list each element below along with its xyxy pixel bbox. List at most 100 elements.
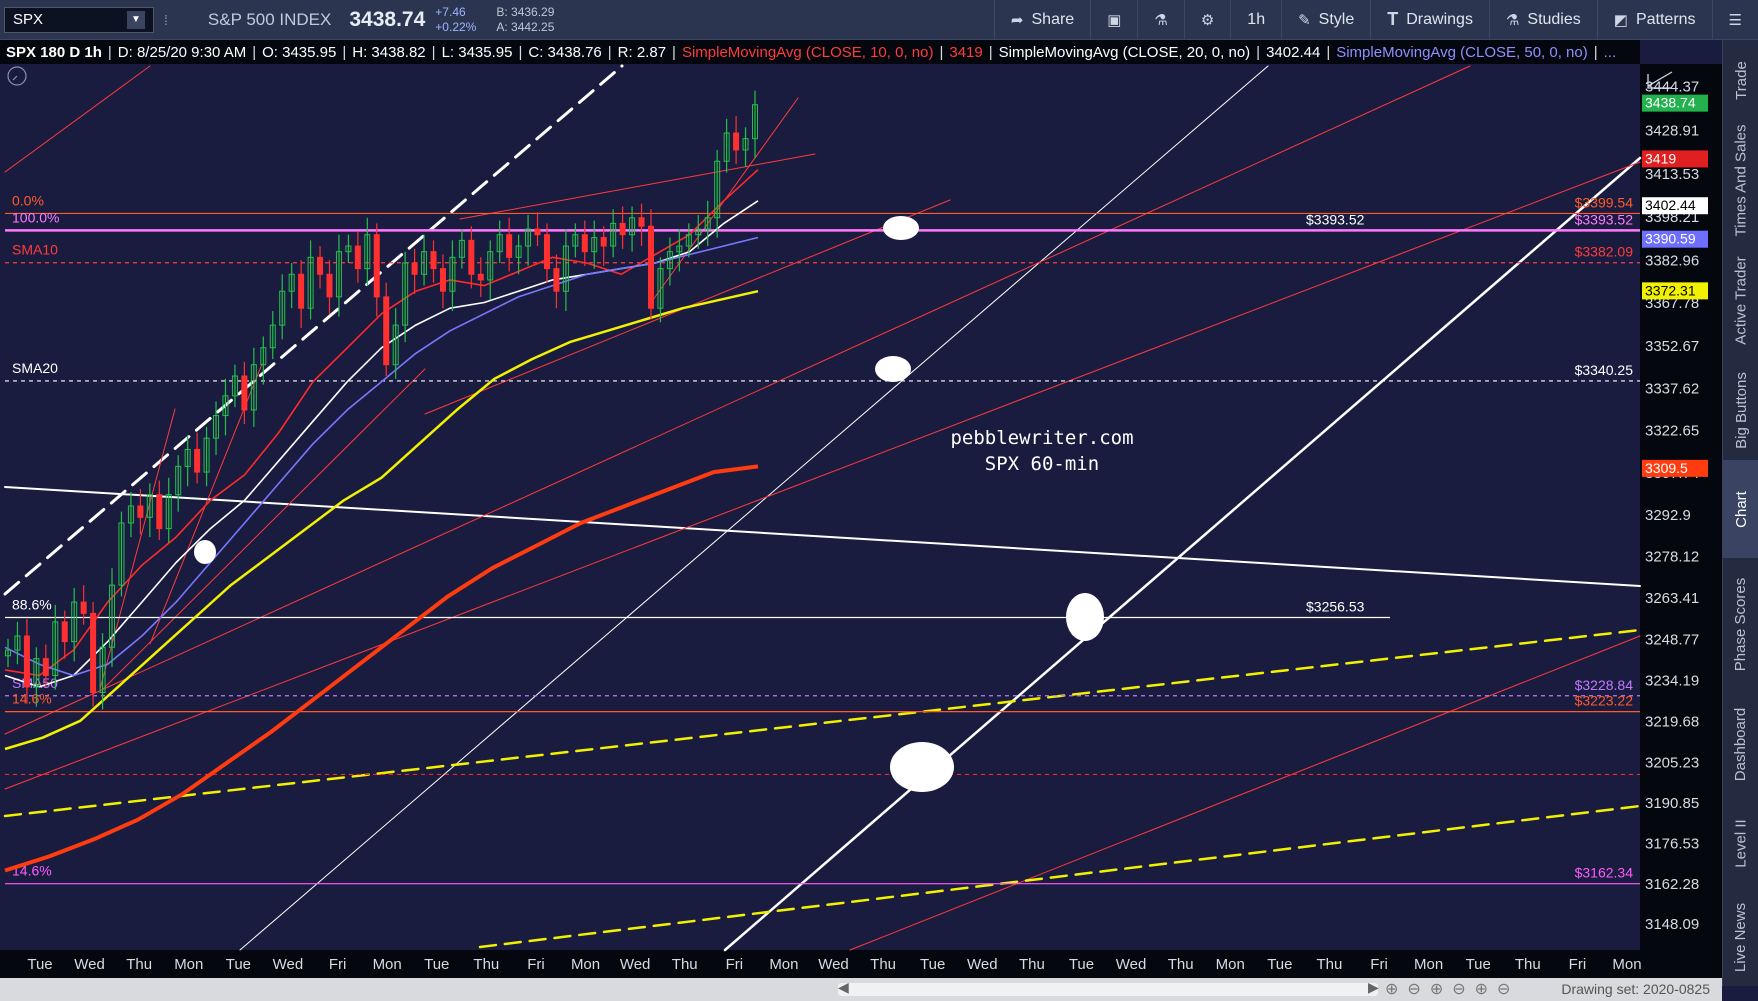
candle-body[interactable] bbox=[269, 324, 276, 349]
side-tab-level-ii[interactable]: Level II bbox=[1723, 798, 1758, 888]
candle-body[interactable] bbox=[619, 222, 626, 236]
candle-body[interactable] bbox=[90, 612, 97, 694]
candle-body[interactable] bbox=[572, 234, 579, 247]
candle-body[interactable] bbox=[685, 234, 692, 247]
candle-body[interactable] bbox=[439, 268, 446, 292]
trendline-red-steep-4[interactable] bbox=[102, 368, 426, 690]
candle-body[interactable] bbox=[194, 448, 201, 473]
sma-line-sma100[interactable] bbox=[4, 289, 759, 751]
candle-body[interactable] bbox=[714, 160, 721, 219]
candle-body[interactable] bbox=[165, 494, 172, 530]
candle-body[interactable] bbox=[477, 273, 484, 281]
candle-body[interactable] bbox=[213, 415, 220, 439]
sma-line-sma10[interactable] bbox=[4, 169, 759, 677]
menu-button[interactable]: ☰ bbox=[1711, 0, 1758, 40]
candle-body[interactable] bbox=[468, 239, 475, 275]
candle-body[interactable] bbox=[421, 251, 428, 275]
candle-body[interactable] bbox=[629, 217, 636, 236]
trendline-yellow-dashed-b[interactable] bbox=[478, 804, 1642, 949]
candle-body[interactable] bbox=[80, 601, 87, 614]
candle-body[interactable] bbox=[534, 228, 541, 236]
candle-body[interactable] bbox=[298, 273, 305, 309]
candle-body[interactable] bbox=[5, 649, 11, 657]
candle-body[interactable] bbox=[515, 245, 522, 258]
sma-line-sma200[interactable] bbox=[4, 464, 759, 873]
candle-body[interactable] bbox=[33, 658, 40, 688]
candle-body[interactable] bbox=[411, 262, 418, 275]
candle-body[interactable] bbox=[742, 138, 749, 151]
study-sma20-label[interactable]: SimpleMovingAvg (CLOSE, 20, 0, no) bbox=[998, 43, 1251, 61]
candle-body[interactable] bbox=[42, 658, 49, 677]
candle-body[interactable] bbox=[600, 237, 607, 247]
candle-body[interactable] bbox=[231, 375, 238, 397]
side-tab-dashboard[interactable]: Dashboard bbox=[1723, 690, 1758, 798]
candle-body[interactable] bbox=[666, 251, 673, 270]
candle-body[interactable] bbox=[250, 364, 257, 411]
candle-body[interactable] bbox=[52, 621, 59, 677]
side-tab-active-trader[interactable]: Active Trader bbox=[1723, 240, 1758, 360]
study-sma50-label[interactable]: SimpleMovingAvg (CLOSE, 50, 0, no) bbox=[1336, 43, 1588, 61]
trendline-red-lower[interactable] bbox=[849, 635, 1641, 951]
scroll-right-icon[interactable]: ▶ bbox=[1368, 979, 1379, 995]
candle-body[interactable] bbox=[591, 237, 598, 253]
candle-body[interactable] bbox=[14, 635, 21, 651]
chevron-down-icon[interactable]: ▼ bbox=[127, 10, 145, 29]
candle-body[interactable] bbox=[638, 217, 645, 227]
candle-body[interactable] bbox=[241, 375, 248, 411]
candle-body[interactable] bbox=[723, 132, 730, 162]
annotation-ellipse-2[interactable] bbox=[875, 356, 911, 382]
zoom-tools[interactable]: ⊕⊖⊕⊖⊕⊖ bbox=[1385, 981, 1520, 998]
candle-body[interactable] bbox=[175, 465, 182, 496]
trendline-white-thick[interactable] bbox=[723, 156, 1642, 952]
candle-body[interactable] bbox=[647, 225, 654, 309]
candle-body[interactable] bbox=[676, 245, 683, 253]
scroll-left-icon[interactable]: ◀ bbox=[838, 979, 849, 995]
trendline-red-wedge-2[interactable] bbox=[459, 153, 816, 220]
candle-body[interactable] bbox=[373, 234, 380, 298]
patterns-button[interactable]: ◩ Patterns bbox=[1596, 0, 1712, 40]
candle-body[interactable] bbox=[392, 324, 399, 366]
clock-icon[interactable] bbox=[7, 66, 27, 86]
style-button[interactable]: ✎ Style bbox=[1281, 0, 1370, 40]
trendline-red-channel-b[interactable] bbox=[4, 161, 1641, 790]
candle-body[interactable] bbox=[496, 234, 503, 253]
candle-body[interactable] bbox=[449, 256, 456, 292]
candle-body[interactable] bbox=[695, 228, 702, 236]
candle-body[interactable] bbox=[610, 222, 617, 247]
annotation-ellipse-1[interactable] bbox=[883, 216, 919, 240]
chart-scrollbar[interactable] bbox=[838, 983, 1378, 996]
candle-body[interactable] bbox=[279, 290, 286, 326]
trendline-tool-icon[interactable] bbox=[1647, 71, 1673, 89]
candle-body[interactable] bbox=[118, 522, 125, 586]
study-sma10-label[interactable]: SimpleMovingAvg (CLOSE, 10, 0, no) bbox=[681, 43, 934, 61]
price-chart[interactable]: 0.0% $3399.54 100.0% $3393.52 $3393.52 SMA10 $… bbox=[0, 64, 1722, 978]
candle-body[interactable] bbox=[364, 234, 371, 270]
sma-line-sma50[interactable] bbox=[4, 236, 759, 677]
side-tab-big-buttons[interactable]: Big Buttons bbox=[1723, 360, 1758, 460]
candle-body[interactable] bbox=[704, 217, 711, 230]
share-button[interactable]: ➦ Share bbox=[993, 0, 1090, 40]
side-tab-live-news[interactable]: Live News bbox=[1723, 888, 1758, 986]
trendline-yellow-dashed-a[interactable] bbox=[3, 628, 1642, 818]
symbol-selector[interactable]: SPX ▼ bbox=[4, 6, 154, 33]
side-tab-phase-scores[interactable]: Phase Scores bbox=[1723, 558, 1758, 690]
candle-body[interactable] bbox=[260, 347, 267, 366]
trendline-red-channel-a[interactable] bbox=[4, 65, 1471, 735]
candle-body[interactable] bbox=[354, 245, 361, 270]
candle-body[interactable] bbox=[383, 296, 390, 366]
candle-body[interactable] bbox=[23, 635, 30, 688]
trendline-red-topleft[interactable] bbox=[4, 65, 151, 173]
annotation-ellipse-3[interactable] bbox=[194, 540, 216, 564]
candle-body[interactable] bbox=[109, 584, 116, 648]
flask-button[interactable]: ⚗ bbox=[1137, 0, 1183, 40]
candle-body[interactable] bbox=[458, 239, 465, 258]
candle-body[interactable] bbox=[317, 256, 324, 275]
candle-body[interactable] bbox=[430, 251, 437, 270]
annotation-ellipse-5[interactable] bbox=[890, 742, 954, 792]
candle-body[interactable] bbox=[71, 601, 78, 643]
candle-body[interactable] bbox=[61, 621, 68, 643]
candle-body[interactable] bbox=[156, 494, 163, 530]
candle-body[interactable] bbox=[307, 256, 314, 309]
candle-body[interactable] bbox=[184, 448, 191, 467]
candle-body[interactable] bbox=[562, 245, 569, 292]
